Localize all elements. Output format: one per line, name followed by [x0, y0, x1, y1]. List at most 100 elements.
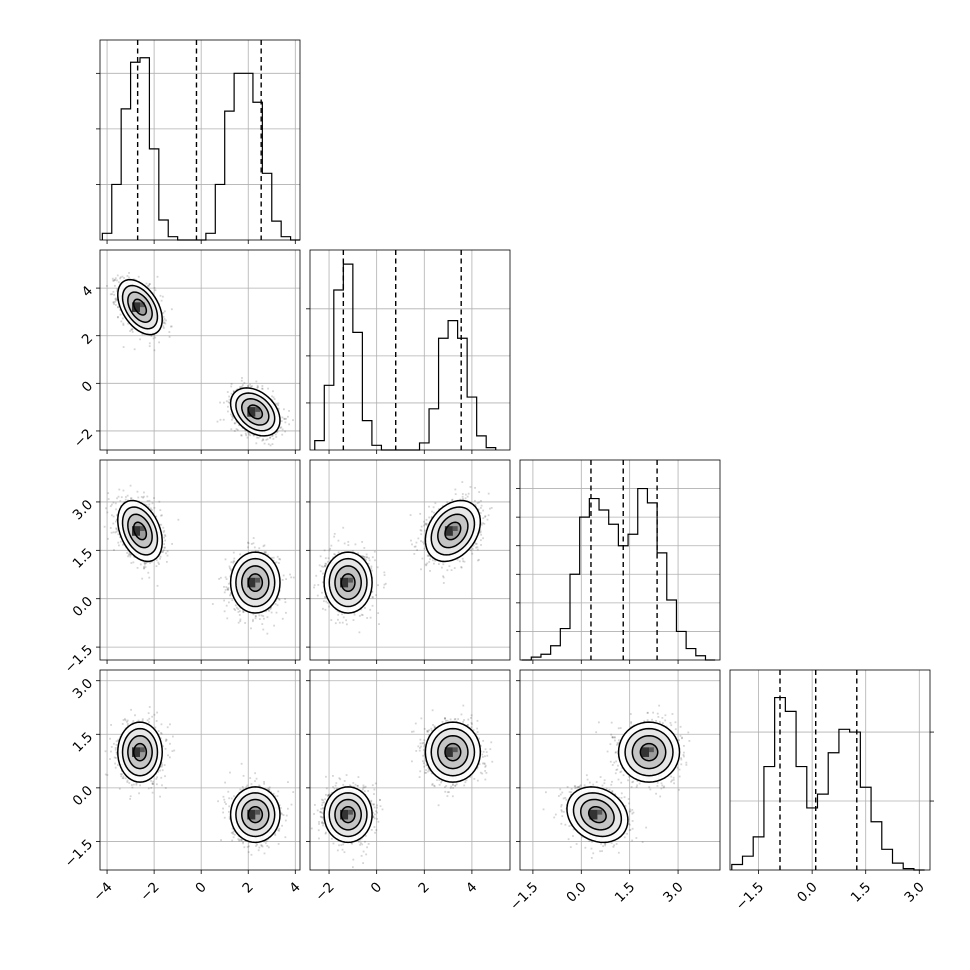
sample-point: [119, 276, 122, 279]
sample-point: [426, 562, 429, 565]
sample-point: [170, 308, 173, 311]
sample-point: [119, 540, 122, 543]
sample-point: [256, 386, 259, 389]
sample-point: [155, 565, 158, 568]
panel-frame: [519, 459, 721, 661]
sample-point: [247, 431, 250, 434]
sample-point: [153, 497, 155, 499]
sample-point: [128, 552, 131, 555]
histogram-panel: −1.5 0.0 1.5 3.0: [729, 669, 934, 914]
sample-point: [453, 567, 456, 569]
sample-point: [160, 523, 163, 526]
sample-point: [224, 589, 227, 591]
sample-point: [275, 436, 278, 438]
sample-point: [240, 379, 243, 382]
sample-point: [114, 300, 117, 303]
sample-point: [260, 614, 263, 617]
sample-point: [266, 632, 269, 635]
sample-point: [278, 598, 281, 600]
scatter-panel: −1.50.01.53.0: [62, 459, 301, 676]
sample-point: [271, 395, 273, 398]
sample-point: [275, 402, 278, 405]
sample-point: [161, 295, 164, 298]
sample-point: [284, 598, 286, 600]
sample-point: [157, 561, 160, 564]
density-peak: [140, 526, 145, 531]
sample-point: [292, 576, 295, 579]
sample-point: [290, 576, 293, 579]
sample-point: [226, 391, 229, 393]
sample-point: [153, 349, 156, 352]
sample-point: [229, 567, 231, 570]
sample-point: [474, 486, 476, 489]
y-tick-label: 4: [79, 283, 96, 300]
contour-line: [117, 278, 163, 336]
sample-point: [413, 545, 416, 548]
sample-point: [116, 298, 119, 301]
sample-point: [232, 560, 235, 563]
sample-point: [252, 620, 254, 623]
histogram-step: [731, 696, 925, 871]
sample-point: [116, 290, 119, 292]
sample-point: [129, 330, 131, 332]
sample-point: [122, 324, 125, 326]
sample-point: [177, 518, 180, 521]
x-tick-label: 0.0: [794, 879, 821, 906]
sample-point: [147, 505, 150, 508]
sample-point: [106, 511, 109, 514]
sample-point: [258, 614, 261, 617]
sample-point: [227, 587, 230, 589]
sample-point: [288, 423, 291, 426]
sample-point: [253, 546, 256, 549]
sample-point: [152, 337, 155, 340]
sample-point: [250, 627, 252, 630]
sample-point: [165, 552, 167, 555]
sample-point: [120, 320, 123, 323]
sample-point: [223, 610, 226, 613]
sample-point: [232, 551, 235, 554]
histogram-step: [521, 487, 716, 661]
sample-point: [250, 543, 253, 545]
sample-point: [479, 530, 482, 533]
sample-point: [237, 621, 240, 624]
sample-point: [281, 579, 284, 581]
sample-point: [116, 519, 118, 521]
sample-point: [119, 536, 121, 539]
sample-point: [262, 438, 264, 441]
sample-point: [247, 546, 249, 549]
sample-point: [137, 496, 140, 499]
y-tick-label: 0.0: [70, 594, 97, 621]
contour-line: [247, 573, 264, 593]
sample-point: [226, 617, 229, 620]
sample-point: [116, 514, 118, 517]
sample-point: [431, 510, 433, 513]
sample-point: [130, 497, 133, 500]
sample-point: [252, 613, 255, 616]
sample-point: [242, 611, 245, 614]
sample-point: [227, 401, 230, 404]
sample-point: [478, 501, 481, 504]
sample-point: [165, 319, 167, 322]
sample-point: [140, 496, 143, 498]
sample-point: [423, 524, 426, 527]
sample-point: [262, 628, 265, 631]
y-tick-label: 0: [79, 378, 96, 395]
sample-point: [479, 531, 482, 534]
sample-point: [162, 311, 165, 314]
contour-line: [229, 551, 281, 614]
sample-point: [110, 503, 113, 506]
panel-frame: [99, 249, 301, 451]
sample-point: [287, 415, 289, 418]
sample-point: [280, 420, 283, 422]
sample-point: [156, 584, 159, 587]
sample-point: [237, 611, 240, 613]
sample-point: [265, 551, 267, 554]
sample-point: [269, 436, 272, 439]
sample-point: [107, 537, 109, 540]
sample-point: [235, 428, 238, 430]
sample-point: [113, 549, 115, 551]
sample-point: [117, 306, 120, 308]
sample-point: [446, 501, 449, 504]
sample-point: [224, 576, 227, 579]
sample-point: [235, 606, 238, 609]
